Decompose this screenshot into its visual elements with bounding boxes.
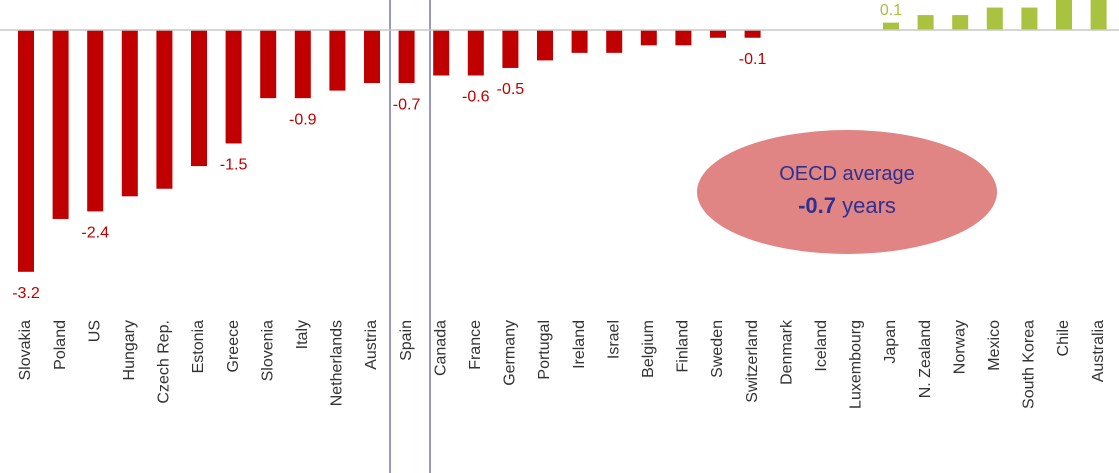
bar — [606, 30, 623, 53]
annotation-value: -0.7 — [798, 193, 836, 218]
x-tick-label: Hungary — [121, 320, 138, 380]
bar — [260, 30, 277, 99]
x-tick-label: Luxembourg — [848, 320, 865, 409]
x-tick-label: Netherlands — [329, 320, 346, 406]
x-tick-label: Germany — [502, 320, 519, 386]
value-label: -1.5 — [220, 157, 248, 174]
value-label: -3.2 — [12, 285, 40, 302]
bar — [502, 30, 519, 68]
x-tick-label: Iceland — [813, 320, 830, 372]
value-label: -0.7 — [393, 96, 421, 113]
x-tick-label: Denmark — [778, 319, 795, 385]
bar — [952, 15, 969, 31]
bars: Slovakia -3.2 Poland US -2.4 Hungary Czech Rep… — [12, 0, 1107, 409]
x-tick-label: N. Zealand — [917, 320, 934, 398]
x-tick-label: Chile — [1055, 320, 1072, 357]
x-tick-label: Slovenia — [259, 320, 276, 381]
bar — [917, 15, 934, 31]
x-tick-label: Belgium — [640, 320, 657, 378]
x-tick-label: Sweden — [709, 320, 726, 378]
x-tick-label: Ireland — [571, 320, 588, 369]
x-tick-label: Spain — [398, 320, 415, 361]
x-tick-label: Estonia — [190, 320, 207, 373]
x-tick-label: Slovakia — [17, 320, 34, 381]
bar — [329, 30, 346, 91]
x-tick-label: Japan — [882, 320, 899, 364]
bar — [294, 30, 311, 99]
value-label: -0.9 — [289, 111, 317, 128]
bar — [1056, 0, 1072, 31]
bar — [467, 30, 484, 76]
bar — [675, 30, 692, 46]
x-tick-label: Norway — [951, 320, 968, 374]
annotation-text: -0.7 years — [798, 193, 896, 218]
annotation-text: OECD average — [779, 163, 915, 185]
bar — [87, 30, 104, 212]
bar — [433, 30, 450, 76]
x-tick-label: Italy — [294, 320, 311, 349]
x-tick-label: Mexico — [986, 320, 1003, 371]
x-tick-label: Finland — [675, 320, 692, 372]
bar — [1090, 0, 1107, 31]
bar — [225, 30, 242, 144]
x-tick-label: US — [86, 320, 103, 342]
x-tick-label: South Korea — [1021, 320, 1038, 409]
x-tick-label: Switzerland — [744, 320, 761, 403]
value-label: -0.6 — [462, 89, 490, 106]
value-label: -2.4 — [81, 225, 109, 242]
bar — [156, 30, 173, 189]
bar — [537, 30, 553, 61]
x-tick-label: Portugal — [536, 320, 553, 380]
bar — [986, 7, 1003, 31]
x-tick-label: Poland — [52, 320, 69, 370]
x-tick-label: Canada — [432, 320, 449, 376]
bar — [398, 30, 415, 84]
bar — [640, 30, 657, 46]
bar — [52, 30, 69, 219]
bar — [710, 30, 726, 38]
value-label: -0.1 — [739, 51, 767, 68]
bar — [883, 22, 899, 31]
x-tick-label: Austria — [363, 320, 380, 370]
x-tick-label: France — [467, 320, 484, 370]
annotation-unit: years — [842, 193, 896, 218]
bar — [1021, 7, 1038, 31]
bar — [191, 30, 207, 167]
x-tick-label: Czech Rep. — [156, 320, 173, 404]
bar — [571, 30, 588, 53]
value-label: 0.1 — [880, 2, 902, 19]
annotation-bubble — [697, 130, 997, 254]
x-tick-label: Israel — [605, 320, 622, 359]
bar — [744, 30, 761, 38]
x-tick-label: Greece — [225, 320, 242, 373]
bar — [18, 30, 34, 272]
bar — [364, 30, 380, 84]
x-tick-label: Australia — [1090, 320, 1107, 382]
value-label: -0.5 — [497, 81, 525, 98]
bar — [121, 30, 138, 197]
